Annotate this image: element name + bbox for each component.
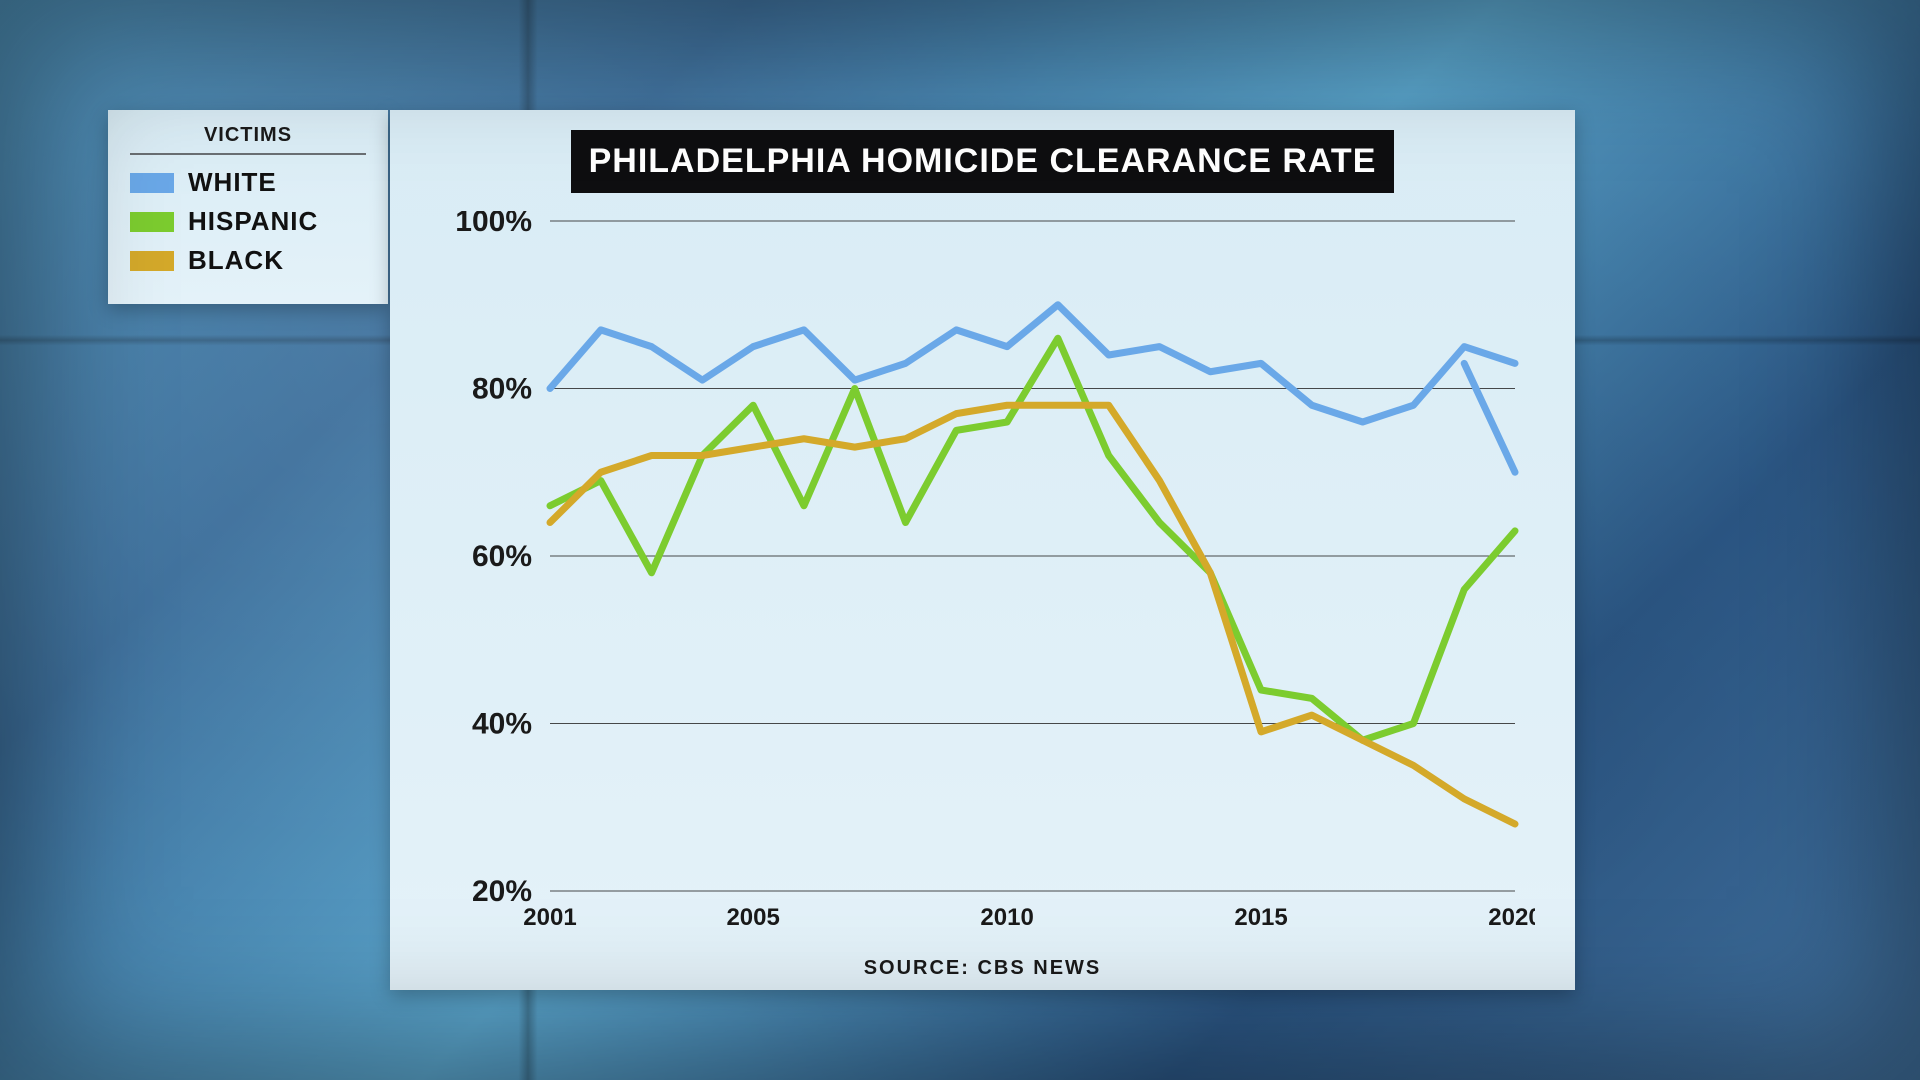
legend-swatch (130, 212, 174, 232)
legend-label: WHITE (188, 167, 277, 198)
series-line (1464, 363, 1515, 472)
legend-item: HISPANIC (130, 206, 366, 237)
legend-item: BLACK (130, 245, 366, 276)
y-tick-label: 80% (472, 373, 532, 406)
y-tick-label: 60% (472, 540, 532, 573)
legend-items: WHITE HISPANIC BLACK (130, 167, 366, 276)
x-tick-label: 2020 (1488, 904, 1535, 931)
source-label: SOURCE: CBS NEWS (430, 957, 1535, 980)
legend-swatch (130, 173, 174, 193)
x-tick-label: 2005 (726, 904, 779, 931)
legend-label: BLACK (188, 245, 284, 276)
legend-label: HISPANIC (188, 206, 318, 237)
plot-area: 20%40%60%80%100%20012005201020152020 (430, 211, 1535, 951)
x-tick-label: 2001 (523, 904, 576, 931)
y-tick-label: 100% (455, 211, 532, 238)
legend-item: WHITE (130, 167, 366, 198)
y-tick-label: 40% (472, 708, 532, 741)
legend-title: VICTIMS (130, 124, 366, 155)
line-chart-svg: 20%40%60%80%100%20012005201020152020 (430, 211, 1535, 951)
x-tick-label: 2015 (1234, 904, 1287, 931)
x-tick-label: 2010 (980, 904, 1033, 931)
chart-title: PHILADELPHIA HOMICIDE CLEARANCE RATE (571, 130, 1395, 193)
legend-panel: VICTIMS WHITE HISPANIC BLACK (108, 110, 388, 304)
series-line (550, 338, 1515, 740)
legend-swatch (130, 251, 174, 271)
chart-panel: PHILADELPHIA HOMICIDE CLEARANCE RATE 20%… (390, 110, 1575, 990)
